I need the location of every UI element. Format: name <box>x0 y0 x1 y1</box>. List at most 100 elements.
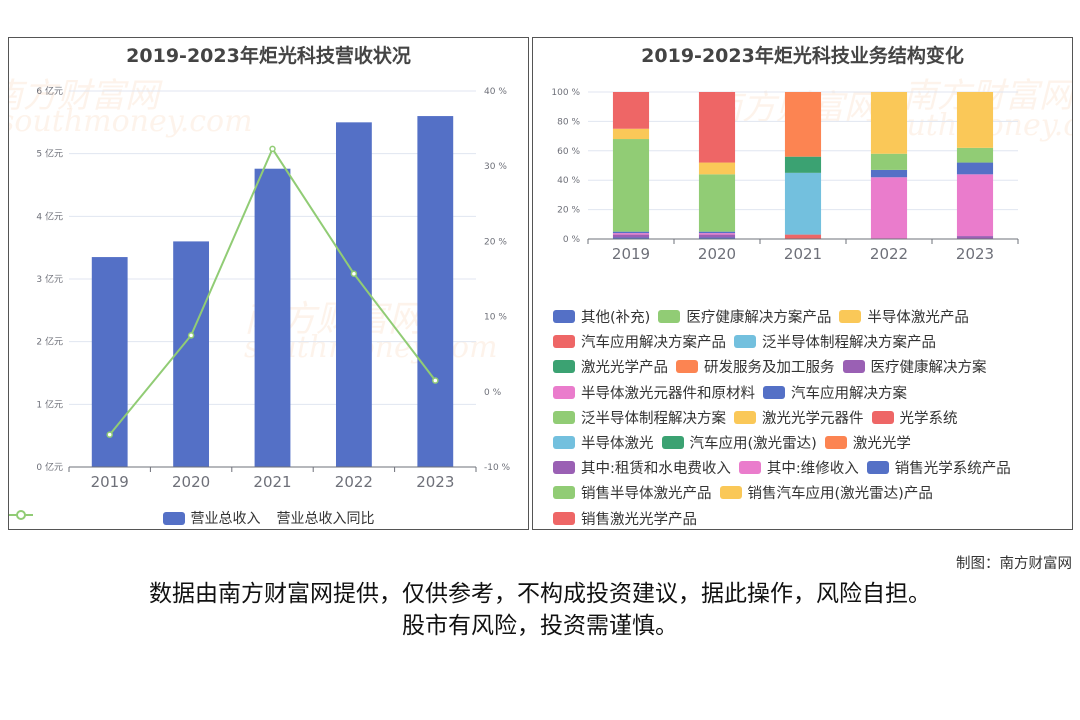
legend-swatch-icon <box>553 335 575 349</box>
bar-revenue <box>173 241 210 467</box>
stacked-bar-segment <box>612 231 650 234</box>
legend-item[interactable]: 半导体激光 <box>553 432 654 453</box>
legend-label: 汽车应用解决方案 <box>791 385 907 402</box>
stacked-bar-segment <box>784 92 822 157</box>
legend-label: 销售激光光学产品 <box>581 511 697 528</box>
legend-row: 半导体激光 汽车应用(激光雷达) 激光光学 <box>553 430 1068 455</box>
legend-label: 半导体激光产品 <box>867 310 969 327</box>
legend-item[interactable]: 销售激光光学产品 <box>553 508 697 529</box>
legend-row: 汽车应用解决方案产品 泛半导体制程解决方案产品 <box>553 329 1068 354</box>
stacked-bar-segment <box>612 139 650 232</box>
legend-label: 其中:维修收入 <box>766 461 859 478</box>
stacked-bar-segment <box>956 174 994 237</box>
y-right-tick-label: 0 % <box>484 388 502 398</box>
stacked-bar-segment <box>612 233 650 235</box>
bar-swatch-icon <box>162 511 185 525</box>
bar-revenue <box>417 116 454 468</box>
stacked-bar-segment <box>698 174 736 232</box>
legend-swatch-icon <box>734 410 756 424</box>
stacked-bar-segment <box>956 162 994 175</box>
legend-swatch-icon <box>553 410 575 424</box>
legend-label: 研发服务及加工服务 <box>704 360 835 377</box>
legend-item[interactable]: 销售光学系统产品 <box>866 457 1011 478</box>
stacked-bar-segment <box>956 147 994 163</box>
stacked-bar-segment <box>956 92 994 148</box>
y-right-tick-label: 40 % <box>484 87 507 97</box>
legend-row: 其中:租赁和水电费收入 其中:维修收入 销售光学系统产品 <box>553 455 1068 480</box>
stacked-bar-segment <box>784 172 822 235</box>
legend-swatch-icon <box>734 335 756 349</box>
legend-item[interactable]: 其中:租赁和水电费收入 <box>553 457 731 478</box>
stacked-bar-segment <box>612 234 650 238</box>
legend-item[interactable]: 激光光学产品 <box>553 356 668 377</box>
y-left-tick-label: 3 亿元 <box>36 273 63 285</box>
legend-label: 销售光学系统产品 <box>894 461 1011 478</box>
legend-swatch-icon <box>866 461 889 475</box>
legend-label: 泛半导体制程解决方案产品 <box>762 335 936 352</box>
legend-label: 营业总收入 <box>190 511 261 527</box>
stacked-bar-segment <box>698 92 736 163</box>
legend-swatch-icon <box>763 385 785 399</box>
bar-revenue <box>335 122 372 467</box>
legend-item[interactable]: 其他(补充) <box>553 306 650 327</box>
legend-label: 营业总收入同比 <box>276 511 375 527</box>
legend-item[interactable]: 汽车应用解决方案 <box>763 382 907 403</box>
y-left-tick-label: 2 亿元 <box>36 336 63 348</box>
legend-swatch-icon <box>871 410 894 424</box>
legend-item[interactable]: 医疗健康解决方案产品 <box>658 306 831 327</box>
legend-item-revenue[interactable]: 营业总收入 <box>162 508 261 528</box>
legend-item[interactable]: 激光光学 <box>824 432 911 453</box>
legend-row: 销售激光光学产品 <box>553 506 1068 530</box>
stacked-bar-segment <box>612 237 650 239</box>
point-yoy <box>106 431 113 438</box>
legend-swatch-icon <box>553 385 575 399</box>
chart-legend: 营业总收入 营业总收入同比 <box>9 508 528 528</box>
stacked-bar-segment <box>698 231 736 234</box>
y-tick-label: 0 % <box>563 235 581 245</box>
y-right-tick-label: 30 % <box>484 162 507 172</box>
y-left-tick-label: 6 亿元 <box>36 85 63 97</box>
chart-title: 2019-2023年炬光科技业务结构变化 <box>641 45 964 67</box>
disclaimer-line: 数据由南方财富网提供，仅供参考，不构成投资建议，据此操作，风险自担。 <box>149 581 931 607</box>
legend-item[interactable]: 激光光学元器件 <box>734 407 864 428</box>
x-tick-label: 2019 <box>612 245 650 263</box>
stacked-bar-segment <box>698 162 736 175</box>
legend-item[interactable]: 研发服务及加工服务 <box>676 356 835 377</box>
x-tick-label: 2020 <box>172 473 210 491</box>
stacked-bar-segment <box>698 234 736 238</box>
stacked-bar-segment <box>784 234 822 239</box>
stacked-bar-segment <box>870 92 908 154</box>
legend-row: 销售半导体激光产品 销售汽车应用(激光雷达)产品 <box>553 480 1068 505</box>
point-yoy <box>269 145 276 153</box>
legend-item[interactable]: 泛半导体制程解决方案产品 <box>734 331 936 352</box>
legend-label: 汽车应用解决方案产品 <box>581 335 726 352</box>
legend-swatch-icon <box>719 486 742 500</box>
legend-item[interactable]: 泛半导体制程解决方案 <box>553 407 726 428</box>
legend-label: 医疗健康解决方案产品 <box>686 310 832 327</box>
point-yoy <box>432 377 439 384</box>
legend-item-yoy[interactable]: 营业总收入同比 <box>9 508 375 528</box>
legend-item[interactable]: 光学系统 <box>871 407 958 428</box>
legend-swatch-icon <box>676 360 698 374</box>
legend-item[interactable]: 销售汽车应用(激光雷达)产品 <box>719 482 933 503</box>
x-tick-label: 2020 <box>698 245 736 263</box>
legend-swatch-icon <box>553 511 575 525</box>
business-structure-chart-panel: 南方财富网 southmoney.com 南方财富网 0 %20 %40 %60… <box>532 37 1073 530</box>
stacked-bar-segment <box>870 153 908 170</box>
stacked-bar-segment <box>870 169 908 178</box>
legend-item[interactable]: 汽车应用(激光雷达) <box>661 432 817 453</box>
legend-label: 其中:租赁和水电费收入 <box>581 461 731 478</box>
disclaimer: 数据由南方财富网提供，仅供参考，不构成投资建议，据此操作，风险自担。 股市有风险… <box>0 578 1080 642</box>
y-tick-label: 60 % <box>557 147 580 157</box>
chart-source-label: 制图：南方财富网 <box>956 556 1072 572</box>
line-swatch-icon <box>9 510 33 520</box>
legend-item[interactable]: 医疗健康解决方案 <box>842 356 987 377</box>
legend-item[interactable]: 其中:维修收入 <box>738 457 859 478</box>
legend-item[interactable]: 销售半导体激光产品 <box>553 482 712 503</box>
legend-item[interactable]: 半导体激光元器件和原材料 <box>553 382 755 403</box>
legend-swatch-icon <box>738 461 761 475</box>
legend-item[interactable]: 汽车应用解决方案产品 <box>553 331 726 352</box>
y-left-tick-label: 0 亿元 <box>36 461 63 473</box>
point-yoy <box>350 270 358 277</box>
legend-item[interactable]: 半导体激光产品 <box>839 306 969 327</box>
